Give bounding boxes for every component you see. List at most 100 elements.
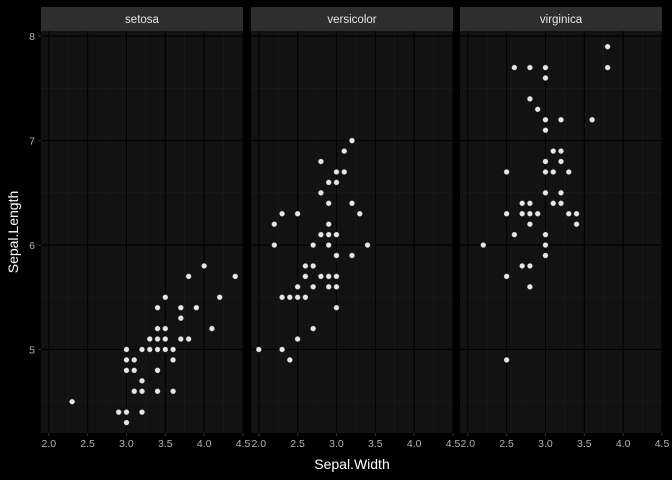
data-point: [333, 231, 340, 238]
x-tick-label: 3.0: [119, 438, 134, 450]
x-tick-label: 2.0: [41, 438, 56, 450]
x-tick-label: 2.0: [251, 438, 266, 450]
data-point: [333, 179, 340, 186]
data-point: [154, 388, 161, 394]
x-tick-label: 4.0: [407, 438, 422, 450]
data-point: [519, 263, 525, 269]
data-point: [527, 221, 533, 227]
data-point: [318, 190, 324, 196]
data-point: [519, 210, 525, 217]
data-point: [287, 357, 293, 363]
data-point: [302, 263, 309, 269]
data-point: [325, 179, 332, 186]
data-point: [558, 117, 564, 123]
data-point: [318, 273, 324, 280]
data-point: [310, 284, 316, 290]
data-point: [193, 304, 200, 311]
data-point: [154, 336, 161, 342]
data-point: [154, 367, 161, 374]
data-point: [162, 336, 169, 342]
y-axis-title: Sepal.Length: [5, 191, 21, 274]
y-tick-label: 7: [29, 136, 35, 148]
data-point: [123, 346, 130, 353]
data-point: [162, 346, 169, 353]
x-tick-label: 2.5: [499, 438, 514, 450]
data-point: [201, 263, 207, 269]
facet-strip-label: virginica: [540, 14, 583, 26]
data-point: [147, 336, 153, 342]
facet-strip-label: setosa: [125, 14, 159, 26]
data-point: [542, 158, 549, 165]
data-point: [271, 221, 278, 227]
data-point: [154, 325, 161, 332]
data-point: [123, 409, 130, 415]
x-tick-label: 3.5: [368, 438, 383, 450]
data-point: [318, 231, 324, 238]
data-point: [534, 210, 541, 217]
data-point: [333, 304, 340, 311]
data-point: [279, 294, 285, 301]
data-point: [310, 325, 316, 332]
data-point: [154, 346, 161, 353]
panel-background: [41, 31, 243, 433]
data-point: [325, 231, 332, 238]
x-tick-label: 2.5: [290, 438, 305, 450]
data-point: [170, 388, 176, 394]
data-point: [123, 419, 130, 426]
facet-strip: [41, 7, 243, 31]
data-point: [542, 169, 549, 175]
data-point: [527, 263, 533, 269]
data-point: [542, 231, 549, 238]
data-point: [341, 169, 347, 175]
data-point: [139, 378, 145, 384]
facet-panel-versicolor: versicolor 2.0 2.5 3.0 3.5 4.0 4.5: [251, 7, 460, 450]
data-point: [511, 64, 518, 71]
facet-panel-setosa: setosa 2.0 2.5 3.0 3.5 4.0 4.5: [41, 7, 250, 450]
data-point: [123, 367, 130, 374]
data-point: [287, 294, 293, 301]
data-point: [310, 242, 316, 248]
data-point: [534, 106, 541, 113]
x-tick-label: 3.5: [577, 438, 592, 450]
data-point: [310, 263, 316, 269]
data-point: [511, 231, 518, 238]
x-tick-label: 4.5: [446, 438, 461, 450]
x-tick-label: 3.0: [538, 438, 553, 450]
data-point: [333, 169, 340, 175]
data-point: [542, 127, 549, 133]
data-point: [349, 200, 355, 207]
x-tick-label: 4.0: [197, 438, 212, 450]
data-point: [294, 336, 301, 342]
data-point: [325, 242, 332, 248]
data-point: [302, 294, 309, 301]
data-point: [185, 336, 192, 342]
data-point: [325, 273, 332, 280]
facet-strip: [460, 7, 662, 31]
data-point: [519, 200, 525, 207]
data-point: [279, 346, 285, 353]
x-tick-label: 3.0: [329, 438, 344, 450]
data-point: [542, 64, 549, 71]
data-point: [558, 158, 564, 165]
data-point: [527, 96, 533, 102]
data-point: [566, 169, 572, 175]
data-point: [178, 304, 184, 311]
data-point: [550, 200, 556, 207]
data-point: [170, 357, 176, 363]
data-point: [318, 158, 324, 165]
data-point: [573, 221, 580, 227]
data-point: [349, 137, 355, 144]
x-tick-label: 2.5: [80, 438, 95, 450]
data-point: [573, 210, 580, 217]
data-point: [341, 148, 347, 154]
data-point: [558, 190, 564, 196]
data-point: [131, 388, 137, 394]
data-point: [162, 294, 169, 301]
data-point: [325, 221, 332, 227]
data-point: [123, 357, 130, 363]
data-point: [357, 210, 363, 217]
data-point: [170, 346, 176, 353]
data-point: [604, 43, 611, 50]
data-point: [558, 200, 564, 207]
